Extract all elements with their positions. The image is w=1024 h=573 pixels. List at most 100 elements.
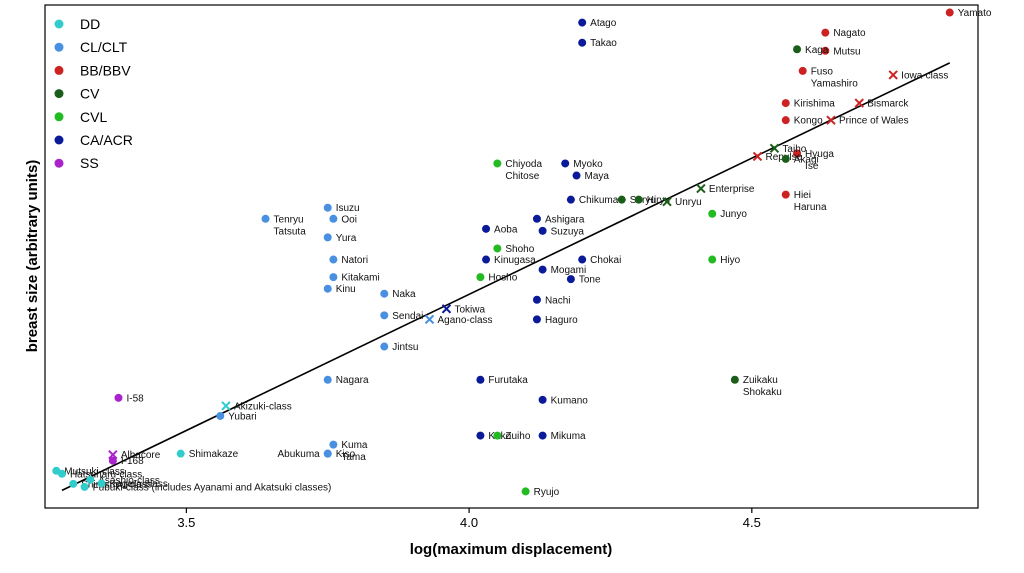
data-point (329, 440, 338, 449)
point-label: Hyuga Ise (805, 149, 834, 172)
data-point (538, 395, 547, 404)
data-point (566, 275, 575, 284)
data-point (97, 479, 106, 488)
x-tick-label: 4.5 (743, 515, 761, 530)
point-label: Nagato (833, 28, 866, 39)
data-point (730, 375, 739, 384)
data-point (578, 18, 587, 27)
data-point (538, 226, 547, 235)
x-tick-label: 4.0 (460, 515, 478, 530)
point-label: Kiso (336, 449, 356, 460)
point-label: Mogami (551, 265, 587, 276)
data-point-cross (424, 314, 435, 325)
legend-label: CL/CLT (80, 39, 128, 55)
point-label: Kumano (551, 395, 589, 406)
data-point (561, 159, 570, 168)
legend-label: CA/ACR (80, 132, 133, 148)
data-point (69, 479, 78, 488)
point-label: Chokai (590, 255, 621, 266)
point-label: Yamato (958, 8, 992, 19)
point-label: Enterprise (709, 184, 755, 195)
point-label: Soryu (630, 195, 656, 206)
point-label: Ryujo (534, 487, 560, 498)
data-point (617, 195, 626, 204)
point-label: Kuma Tama (341, 440, 368, 463)
plot-frame (44, 4, 979, 509)
data-point (578, 38, 587, 47)
data-point (216, 411, 225, 420)
data-point (323, 375, 332, 384)
point-label: I-168 (121, 456, 144, 467)
point-label: Iowa-class (901, 70, 948, 81)
data-point-cross (662, 196, 672, 207)
point-label: Taiho (782, 144, 806, 155)
point-label: Mutsu (833, 46, 860, 57)
point-label: Kagero-class (110, 479, 168, 490)
data-point (176, 449, 185, 458)
data-point-cross (696, 183, 706, 194)
point-label: I-58 (127, 393, 145, 404)
data-point (482, 255, 491, 264)
data-point (793, 149, 802, 158)
point-label: Suzuya (551, 226, 585, 237)
data-point (566, 195, 575, 204)
point-label: Bismarck (867, 99, 909, 110)
data-point (538, 265, 547, 274)
data-point (781, 99, 790, 108)
data-point-cross (752, 151, 763, 162)
data-point (532, 315, 541, 324)
point-label: Zuiho (505, 431, 530, 442)
point-label: Haguro (545, 315, 578, 326)
point-label: Kongo (794, 116, 823, 127)
data-point (323, 203, 332, 212)
data-point (114, 393, 123, 402)
point-label: Tokiwa (454, 304, 485, 315)
point-label: Kaga (805, 45, 829, 56)
data-point (521, 487, 530, 496)
data-point-cross (108, 449, 118, 460)
data-point (532, 214, 541, 223)
point-label: Atago (590, 18, 617, 29)
data-point (493, 244, 502, 253)
point-label: Abukuma (277, 449, 320, 460)
y-axis-title: breast size (arbitrary units) (24, 160, 41, 353)
data-point-cross (888, 70, 898, 80)
point-label: Shirasuyu-class (81, 479, 152, 490)
point-label: Asashio-class (98, 475, 160, 486)
data-point (538, 431, 547, 440)
data-point (323, 284, 332, 293)
data-point (793, 45, 802, 54)
data-point (821, 46, 830, 55)
data-point (493, 431, 502, 440)
point-label: Kinu (336, 284, 356, 295)
data-point (821, 28, 830, 37)
point-label: Hiryu (647, 195, 670, 206)
point-label: Chikuma (579, 195, 619, 206)
data-point (261, 214, 270, 223)
data-point (108, 456, 117, 465)
point-label: Takao (590, 38, 617, 49)
point-label: Sendai (392, 311, 423, 322)
point-label: Hiei Haruna (794, 190, 827, 213)
legend-swatch (54, 112, 64, 122)
point-label: Kinugasa (494, 255, 536, 266)
point-label: Natori (341, 255, 368, 266)
point-label: Aoba (494, 224, 518, 235)
point-label: Nachi (545, 295, 571, 306)
data-point (329, 214, 338, 223)
point-label: Nagara (336, 375, 369, 386)
data-point (532, 295, 541, 304)
data-point (476, 431, 485, 440)
legend-swatch (54, 89, 64, 99)
point-label: Jintsu (392, 342, 418, 353)
point-label: Unryu (675, 197, 702, 208)
data-point-cross (826, 115, 836, 125)
data-point (329, 255, 338, 264)
legend: DD CL/CLT BB/BBV CV CVL CA/ACR SS (54, 16, 133, 171)
data-point (57, 469, 66, 478)
x-axis-title: log(maximum displacement) (410, 541, 613, 558)
data-point-cross (221, 401, 231, 411)
data-point (634, 195, 643, 204)
